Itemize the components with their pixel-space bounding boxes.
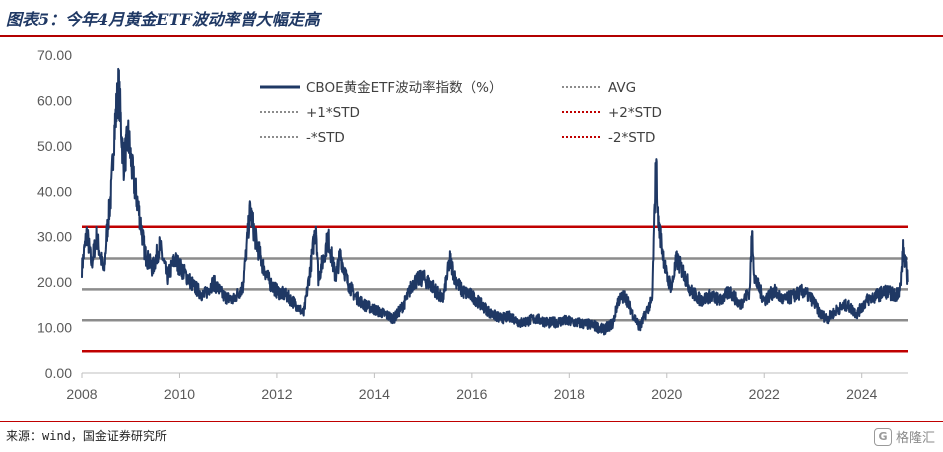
y-tick-label: 20.00 <box>37 274 72 290</box>
legend-label: +2*STD <box>608 105 662 121</box>
y-axis-ticks: 0.00 10.00 20.00 30.00 40.00 50.00 60.00 70.00 <box>37 47 72 381</box>
title-divider <box>0 35 943 37</box>
legend: CBOE黄金ETF波动率指数（%） AVG +1*STD +2*STD -*STD -2*… <box>260 79 662 146</box>
legend-label: +1*STD <box>306 105 360 121</box>
x-tick-label: 2010 <box>164 386 195 402</box>
x-tick-label: 2018 <box>554 386 585 402</box>
y-tick-label: 30.00 <box>37 229 72 245</box>
series-line <box>81 67 909 336</box>
x-tick-label: 2012 <box>261 386 292 402</box>
x-axis-ticks: 2008 2010 2012 2014 2016 2018 2020 2022 2024 <box>66 373 877 402</box>
footer-divider <box>0 421 943 422</box>
y-tick-label: 70.00 <box>37 47 72 63</box>
x-tick-label: 2016 <box>456 386 487 402</box>
legend-label: CBOE黄金ETF波动率指数（%） <box>306 79 502 96</box>
logo-icon: G <box>873 427 892 446</box>
y-tick-label: 10.00 <box>37 320 72 336</box>
chart-title: 图表5：今年4月黄金ETF波动率曾大幅走高 <box>6 10 320 29</box>
y-tick-label: 60.00 <box>37 92 72 108</box>
y-tick-label: 50.00 <box>37 138 72 154</box>
legend-label: -*STD <box>306 130 345 146</box>
x-tick-label: 2022 <box>749 386 780 402</box>
x-tick-label: 2014 <box>359 386 390 402</box>
legend-label: -2*STD <box>608 130 655 146</box>
brand-watermark: G 格隆汇 <box>873 427 935 446</box>
x-tick-label: 2024 <box>846 386 877 402</box>
brand-label: 格隆汇 <box>895 431 935 446</box>
y-tick-label: 0.00 <box>45 365 72 381</box>
source-note: 来源：wind，国金证券研究所 <box>6 429 167 443</box>
x-tick-label: 2008 <box>66 386 97 402</box>
legend-label: AVG <box>608 80 636 96</box>
x-tick-label: 2020 <box>651 386 682 402</box>
y-tick-label: 40.00 <box>37 183 72 199</box>
